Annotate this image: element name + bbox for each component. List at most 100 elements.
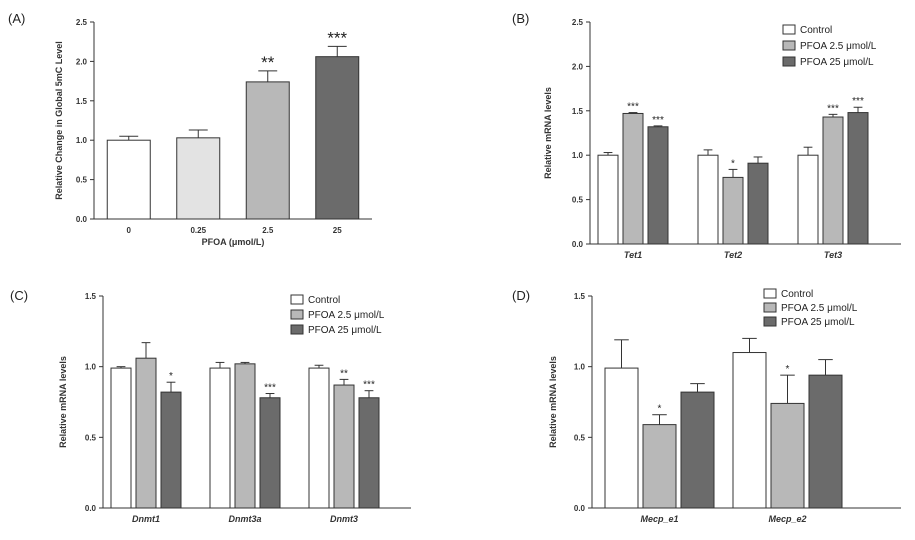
y-axis-title: Relative Change in Global 5mC Level bbox=[54, 41, 64, 200]
y-tick-label: 2.5 bbox=[76, 18, 88, 27]
y-axis-title: Relative mRNA levels bbox=[548, 356, 558, 448]
x-tick-label: Tet3 bbox=[824, 250, 842, 260]
x-tick-label: 0.25 bbox=[190, 226, 206, 235]
panel-label: (D) bbox=[512, 288, 530, 303]
legend-entry: PFOA 2.5 μmol/L bbox=[781, 303, 858, 314]
bar bbox=[604, 367, 639, 509]
x-tick-label: 0 bbox=[127, 226, 132, 235]
significance-label: * bbox=[169, 371, 173, 382]
bar bbox=[106, 139, 151, 220]
bar bbox=[822, 116, 844, 245]
y-tick-label: 0.5 bbox=[574, 433, 586, 442]
x-tick-label: Dnmt3a bbox=[228, 514, 261, 524]
panel-c: (C) 0.0 0.5 1.0 1.5 Relative mRNA levels * Dnmt… bbox=[10, 288, 411, 524]
bar bbox=[209, 367, 231, 509]
legend-swatch bbox=[763, 302, 777, 313]
bar bbox=[797, 154, 819, 245]
bar bbox=[680, 391, 715, 509]
panel-label: (C) bbox=[10, 288, 28, 303]
panel-label: (B) bbox=[512, 11, 529, 26]
panel-label: (A) bbox=[8, 11, 25, 26]
significance-label: *** bbox=[852, 96, 864, 107]
y-tick-label: 0.5 bbox=[572, 196, 584, 205]
y-tick-label: 1.5 bbox=[572, 107, 584, 116]
bar bbox=[647, 126, 669, 245]
y-tick-label: 0.0 bbox=[85, 504, 97, 513]
y-axis-title: Relative mRNA levels bbox=[543, 87, 553, 179]
legend-entry: PFOA 2.5 μmol/L bbox=[800, 41, 877, 52]
legend-swatch bbox=[763, 288, 777, 299]
legend-entry: PFOA 25 μmol/L bbox=[308, 325, 382, 336]
panel-b: (B) 0.0 0.5 1.0 1.5 2.0 2.5 Relative mRNA level… bbox=[512, 11, 901, 260]
y-tick-label: 2.5 bbox=[572, 18, 584, 27]
legend-swatch bbox=[290, 294, 304, 305]
x-tick-label: Tet2 bbox=[724, 250, 742, 260]
bar bbox=[308, 367, 330, 509]
bar bbox=[747, 162, 769, 245]
bar bbox=[110, 367, 132, 509]
x-tick-label: Tet1 bbox=[624, 250, 642, 260]
significance-label: *** bbox=[264, 383, 276, 394]
bar bbox=[722, 176, 744, 245]
bar bbox=[333, 384, 355, 509]
bar bbox=[697, 154, 719, 245]
y-tick-label: 0.0 bbox=[572, 240, 584, 249]
significance-label: *** bbox=[327, 28, 347, 47]
x-axis-title: PFOA (μmol/L) bbox=[202, 237, 265, 247]
bar bbox=[597, 154, 619, 245]
bar bbox=[176, 137, 221, 220]
legend-swatch bbox=[763, 316, 777, 327]
legend-entry: PFOA 25 μmol/L bbox=[781, 317, 855, 328]
y-tick-label: 1.0 bbox=[85, 363, 97, 372]
legend-entry: Control bbox=[800, 25, 832, 36]
legend-entry: PFOA 25 μmol/L bbox=[800, 57, 874, 68]
significance-label: *** bbox=[363, 380, 375, 391]
bar bbox=[642, 424, 677, 509]
legend-entry: Control bbox=[308, 295, 340, 306]
bar bbox=[160, 391, 182, 509]
bar bbox=[315, 56, 360, 220]
y-tick-label: 1.0 bbox=[572, 151, 584, 160]
bar bbox=[358, 397, 380, 509]
y-tick-label: 1.0 bbox=[76, 136, 88, 145]
bar bbox=[770, 402, 805, 509]
significance-label: * bbox=[786, 364, 790, 375]
bar bbox=[732, 352, 767, 509]
legend-swatch bbox=[782, 24, 796, 35]
bar bbox=[622, 112, 644, 245]
panel-a: (A) 0.0 0.5 1.0 1.5 2.0 2.5 Relative Change in … bbox=[8, 11, 372, 247]
panel-d: (D) 0.0 0.5 1.0 1.5 Relative mRNA levels * Mecp… bbox=[512, 288, 901, 524]
bar bbox=[808, 374, 843, 509]
y-tick-label: 2.0 bbox=[572, 62, 584, 71]
bar bbox=[847, 112, 869, 245]
y-tick-label: 0.0 bbox=[76, 215, 88, 224]
y-tick-label: 0.5 bbox=[76, 176, 88, 185]
y-tick-label: 2.0 bbox=[76, 57, 88, 66]
x-tick-label: Dnmt1 bbox=[132, 514, 160, 524]
y-tick-label: 0.0 bbox=[574, 504, 586, 513]
bar bbox=[259, 397, 281, 509]
significance-label: *** bbox=[652, 115, 664, 126]
legend-swatch bbox=[290, 309, 304, 320]
y-axis-title: Relative mRNA levels bbox=[58, 356, 68, 448]
x-tick-label: 2.5 bbox=[262, 226, 274, 235]
legend-swatch bbox=[782, 40, 796, 51]
bar bbox=[245, 81, 290, 220]
x-tick-label: Mecp_e1 bbox=[640, 514, 678, 524]
significance-label: *** bbox=[627, 102, 639, 113]
significance-label: ** bbox=[340, 368, 348, 379]
significance-label: *** bbox=[827, 103, 839, 114]
significance-label: * bbox=[731, 158, 735, 169]
legend-entry: Control bbox=[781, 289, 813, 300]
x-tick-label: Mecp_e2 bbox=[768, 514, 806, 524]
x-tick-label: 25 bbox=[333, 226, 342, 235]
y-tick-label: 1.5 bbox=[76, 97, 88, 106]
significance-label: * bbox=[658, 404, 662, 415]
legend-swatch bbox=[290, 324, 304, 335]
bar bbox=[234, 363, 256, 509]
legend-entry: PFOA 2.5 μmol/L bbox=[308, 310, 385, 321]
legend-swatch bbox=[782, 56, 796, 67]
y-tick-label: 1.0 bbox=[574, 363, 586, 372]
bar bbox=[135, 357, 157, 509]
